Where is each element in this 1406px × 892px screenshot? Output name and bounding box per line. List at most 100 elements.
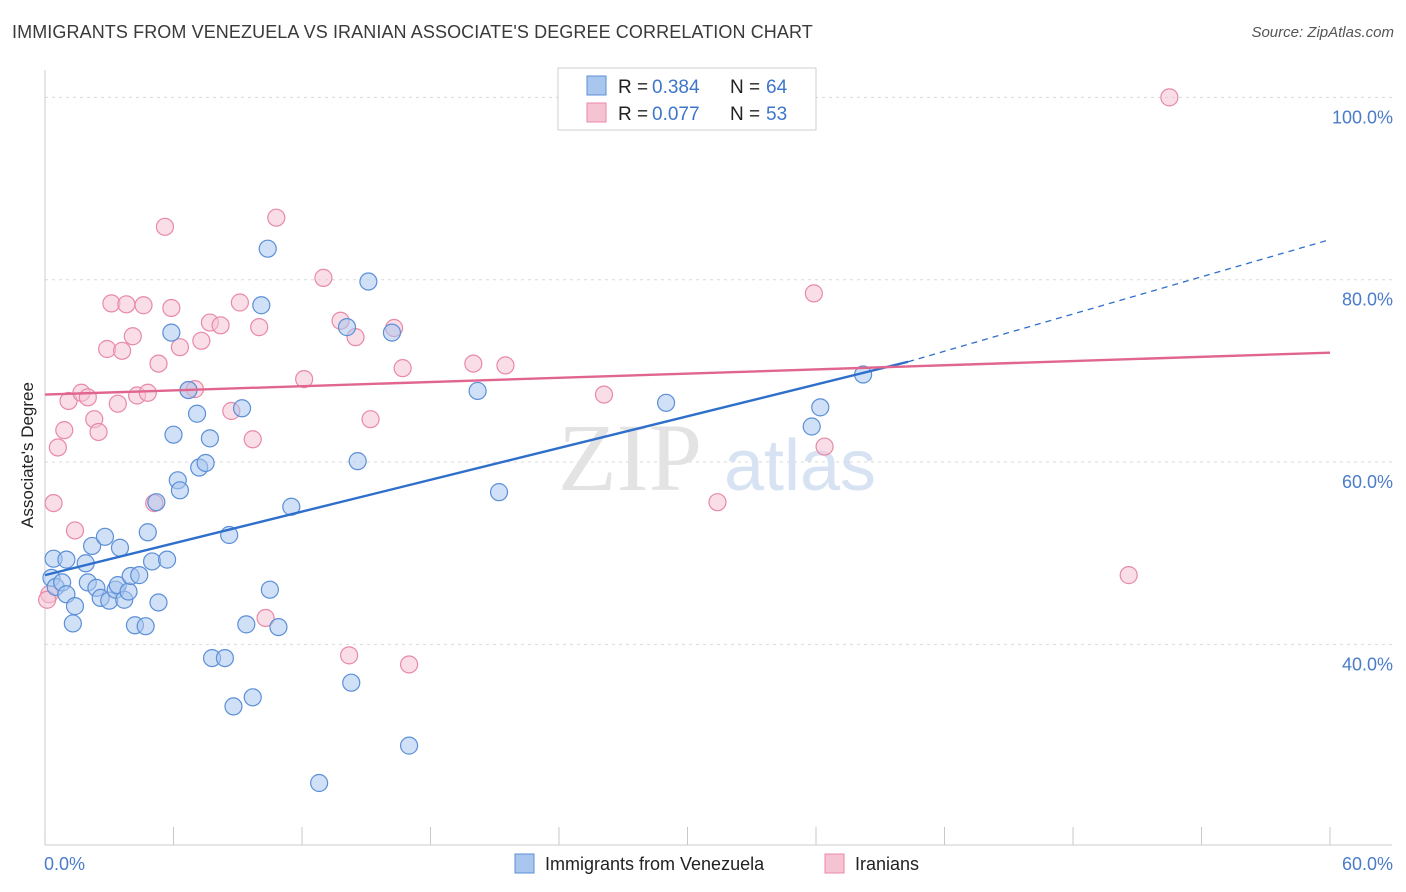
- data-point: [63, 614, 82, 633]
- data-point: [157, 550, 177, 569]
- data-point: [260, 580, 279, 599]
- data-point: [243, 430, 262, 449]
- data-point: [267, 208, 286, 227]
- data-point: [496, 356, 515, 375]
- watermark-zip: ZIP: [558, 404, 702, 511]
- legend-n-value-iranians: 53: [766, 104, 787, 125]
- data-point: [211, 316, 230, 335]
- trend-line: [44, 351, 1331, 396]
- data-point: [656, 393, 676, 412]
- data-point: [382, 323, 402, 342]
- data-point: [359, 272, 378, 291]
- series-iranians-points: [38, 88, 1179, 674]
- data-point: [55, 421, 74, 440]
- data-point: [361, 410, 380, 429]
- legend-bottom: Immigrants from Venezuela Iranians: [514, 853, 919, 874]
- data-point: [237, 615, 256, 634]
- data-point: [1160, 88, 1179, 107]
- legend-n-label-venezuela: N =: [730, 77, 760, 98]
- data-point: [162, 323, 181, 342]
- data-point: [196, 453, 215, 473]
- data-point: [119, 582, 138, 601]
- data-point: [89, 422, 108, 442]
- data-point: [243, 688, 262, 707]
- data-point: [708, 493, 727, 512]
- data-point: [147, 493, 166, 512]
- data-point: [98, 339, 117, 359]
- data-point: [78, 388, 97, 407]
- legend-top: R = 0.384 N = 64 R = 0.077 N = 53: [557, 67, 817, 131]
- data-point: [200, 429, 220, 448]
- y-tick-label: 40.0%: [1342, 654, 1393, 674]
- data-point: [256, 608, 275, 628]
- data-point: [258, 239, 277, 258]
- data-point: [155, 217, 175, 236]
- y-tick-label: 80.0%: [1342, 290, 1393, 310]
- data-point: [310, 773, 329, 793]
- data-point: [232, 399, 252, 418]
- series-venezuela-points: [42, 239, 873, 793]
- watermark-atlas: atlas: [724, 426, 876, 506]
- legend-swatch-iranians: [586, 102, 607, 123]
- data-point: [192, 331, 211, 350]
- data-point: [59, 391, 78, 411]
- data-point: [149, 593, 168, 612]
- data-point: [142, 552, 162, 571]
- y-tick-labels: 40.0% 60.0% 80.0% 100.0%: [1332, 107, 1393, 674]
- data-point: [162, 298, 181, 318]
- data-point: [340, 646, 359, 665]
- data-point: [464, 354, 483, 373]
- data-point: [117, 295, 136, 314]
- data-point: [44, 493, 63, 513]
- data-point: [108, 394, 127, 413]
- data-point: [802, 417, 821, 436]
- legend-swatch-venezuela: [586, 75, 607, 96]
- trend-line-extension: [907, 238, 1331, 363]
- data-point: [57, 550, 76, 569]
- data-point: [811, 398, 830, 417]
- data-point: [65, 597, 85, 616]
- watermark: ZIP atlas: [558, 404, 876, 511]
- x-tick-label: 0.0%: [44, 854, 85, 874]
- y-tick-label: 60.0%: [1342, 472, 1393, 492]
- data-point: [342, 673, 361, 692]
- data-point: [230, 293, 249, 312]
- data-point: [134, 296, 153, 315]
- data-point: [187, 404, 207, 423]
- data-point: [170, 481, 190, 500]
- data-point: [393, 359, 412, 378]
- data-point: [1119, 566, 1138, 585]
- bottom-legend-swatch-iranians: [824, 853, 845, 874]
- data-point: [804, 284, 823, 303]
- data-point: [38, 590, 57, 609]
- trend-lines: [44, 238, 1331, 577]
- data-point: [468, 381, 487, 401]
- x-tick-label: 60.0%: [1342, 854, 1393, 874]
- legend-r-label-venezuela: R =: [618, 77, 648, 98]
- legend-n-label-iranians: N =: [730, 104, 760, 125]
- legend-r-label-iranians: R =: [618, 104, 648, 125]
- axes: [44, 70, 1392, 846]
- data-point: [815, 437, 834, 456]
- x-tick-labels: 0.0% 60.0%: [44, 854, 1393, 874]
- bottom-legend-label-iranians: Iranians: [855, 854, 919, 874]
- data-point: [112, 341, 132, 360]
- data-point: [130, 566, 149, 585]
- data-point: [123, 327, 142, 346]
- data-point: [149, 354, 168, 373]
- data-point: [164, 425, 183, 444]
- bottom-legend-label-venezuela: Immigrants from Venezuela: [545, 854, 765, 874]
- trend-line: [44, 360, 909, 577]
- data-point: [594, 385, 614, 404]
- legend-n-value-venezuela: 64: [766, 77, 788, 98]
- data-point: [348, 452, 367, 471]
- data-point: [399, 655, 419, 674]
- data-point: [250, 318, 269, 337]
- data-point: [399, 736, 419, 755]
- y-tick-label: 100.0%: [1332, 107, 1393, 127]
- legend-r-value-iranians: 0.077: [652, 104, 700, 125]
- data-point: [269, 617, 288, 637]
- data-point: [170, 338, 190, 357]
- data-point: [65, 521, 85, 540]
